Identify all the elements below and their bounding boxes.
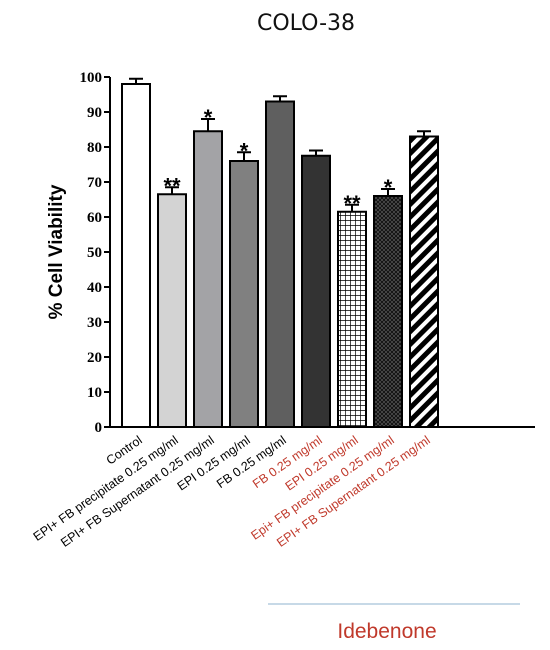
y-tick-label: 0	[95, 420, 103, 436]
significance-marker: *	[204, 105, 213, 130]
y-tick-label: 100	[80, 70, 103, 86]
significance-marker: **	[343, 191, 361, 216]
significance-marker: **	[163, 173, 181, 198]
y-tick-label: 50	[87, 245, 102, 261]
bar	[337, 210, 367, 428]
significance-marker: *	[384, 175, 393, 200]
y-tick-label: 10	[87, 385, 102, 401]
bars: *******	[121, 77, 439, 428]
y-axis-label: % Cell Viability	[46, 184, 67, 319]
y-tick-label: 40	[87, 280, 102, 296]
chart-title: COLO-38	[257, 11, 355, 36]
y-tick-label: 60	[87, 210, 102, 226]
x-tick-label: EPI+ FB Supernatant 0.25 mg/ml	[58, 433, 217, 550]
y-tick-label: 80	[87, 140, 102, 156]
bar	[157, 193, 187, 428]
bar	[193, 130, 223, 428]
bar	[265, 100, 295, 428]
y-tick-label: 30	[87, 315, 102, 331]
group-label: Idebenone	[337, 620, 436, 643]
bar	[121, 83, 151, 428]
bar	[409, 135, 439, 428]
y-tick-label: 20	[87, 350, 102, 366]
y-tick-label: 70	[87, 175, 102, 191]
significance-marker: *	[240, 138, 249, 163]
y-tick-label: 90	[87, 105, 102, 121]
x-tick-label: EPI+ FB precipitate 0.25 mg/ml	[31, 433, 181, 544]
bar	[373, 195, 403, 428]
bar	[301, 154, 331, 428]
bar	[229, 160, 259, 428]
